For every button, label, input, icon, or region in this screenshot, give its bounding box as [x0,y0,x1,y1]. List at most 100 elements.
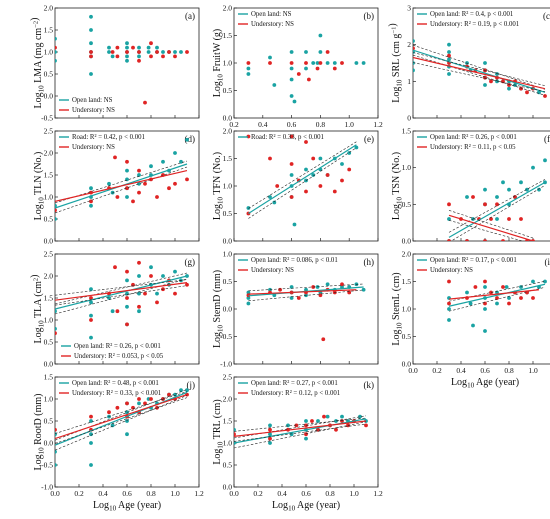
panel-letter: (e) [364,134,374,144]
ci-lower-open [55,166,188,214]
data-point-open [110,423,115,428]
data-point-under [185,282,189,287]
y-tick-label: 2.0 [44,4,54,13]
data-point-open [149,265,153,270]
data-point-open [55,463,57,467]
data-point-under [489,79,493,84]
y-tick-label: 1.5 [402,127,412,136]
x-tick-label: 0.8 [504,366,514,375]
data-point-under [110,50,115,54]
fit-line-under [448,289,540,300]
data-point-under [107,410,111,415]
legend-entry-under: Understory: R² = 0.053, p < 0.05 [74,353,164,360]
y-tick-label: 0 [407,114,411,123]
ci-lower-open [413,54,546,96]
data-point-under [149,274,153,278]
y-tick-label: 0.0 [44,237,54,246]
data-point-under [155,50,159,54]
panel-h: -1.0 -0.5 0.0 0.5 1.0 Log10 StemD (mm) (h) Open… [212,250,379,369]
data-point-under [322,414,326,419]
fit-line-open [413,49,546,93]
panel-a: -0.5 0.0 0.5 1.0 1.5 2.0 Log10 LMA (mg cm−2) (a… [30,4,200,123]
data-point-open [137,309,141,314]
data-point-open [413,39,415,43]
data-point-open [125,54,129,59]
data-point-open [504,285,509,289]
panel-letter: (a) [185,11,195,21]
fit-line-open [448,283,546,307]
y-tick-label: 1 [407,77,411,86]
data-point-open [268,195,272,199]
data-point-under [278,287,282,292]
fit-line-under [55,170,188,202]
data-point-open [447,50,451,54]
data-point-open [289,50,294,54]
data-point-open [155,291,159,296]
y-tick-label: 0.0 [223,483,233,492]
data-point-open [292,222,297,227]
data-point-under [483,202,487,207]
data-point-open [483,307,487,311]
data-point-under [268,436,272,441]
x-tick-label: 0.4 [277,489,287,498]
data-point-open [325,61,330,65]
ci-lower-open [248,289,364,302]
y-axis-label: Log10 TFN (No.) [212,152,225,220]
data-point-under [137,397,141,401]
data-point-open [413,68,415,73]
data-point-under [325,50,330,54]
ci-lower-under [55,285,188,306]
y-tick-label: 0.5 [402,200,412,209]
data-point-under [501,239,505,241]
data-point-open [246,290,251,295]
data-point-under [306,77,311,82]
data-point-under [143,291,147,296]
data-point-open [89,300,93,305]
y-tick-label: 2.5 [44,250,54,259]
y-tick-label: 0.5 [223,209,233,218]
data-point-under [315,66,320,71]
data-point-under [161,54,165,59]
ci-upper-under [55,279,188,296]
data-point-open [311,173,316,177]
data-point-under [507,301,511,306]
data-point-open [304,50,308,54]
data-point-under [447,301,451,306]
data-point-open [289,94,294,98]
data-point-under [473,285,478,289]
data-point-open [272,83,277,87]
y-tick-label: 1.5 [223,154,233,163]
panel-letter: (b) [364,11,375,21]
data-point-open [361,287,366,292]
y-tick-label: 0.0 [44,360,54,369]
data-point-open [289,432,294,437]
data-point-open [55,326,57,331]
panel-c: 0 1 2 3 Log10 SRL (cm g−1) (c) Open land: R² =… [388,4,550,123]
data-point-open [161,274,165,278]
data-point-open [318,156,323,161]
data-point-open [125,45,129,50]
data-point-open [110,54,115,59]
data-point-under [89,54,93,59]
y-tick-label: 1.0 [223,250,233,259]
x-tick-label: 0.2 [74,489,84,498]
data-point-open [495,301,499,306]
data-point-open [354,61,359,65]
data-point-open [447,307,451,311]
data-point-under [125,50,129,54]
data-point-under [347,167,352,172]
legend-entry-open: Open land: NS [251,11,292,18]
y-axis-label: Log10 SRL (cm g−1) [388,23,404,102]
ci-upper-under [448,210,534,239]
panel-letter: (j) [187,380,196,390]
data-point-under [471,195,475,199]
y-tick-label: 2.0 [223,395,233,404]
y-tick-label: 2.0 [44,272,54,281]
y-tick-label: 1.0 [223,59,233,68]
data-point-open [89,72,93,76]
data-point-under [149,54,153,59]
y-tick-label: 2.5 [44,127,54,136]
panel-j: 0.0 0.2 0.4 0.6 0.8 1.0 1.2 -1.0 -0.5 0.0 0.5 1.0 1.… [33,373,204,513]
data-point-under [185,50,189,54]
data-point-open [179,159,183,164]
